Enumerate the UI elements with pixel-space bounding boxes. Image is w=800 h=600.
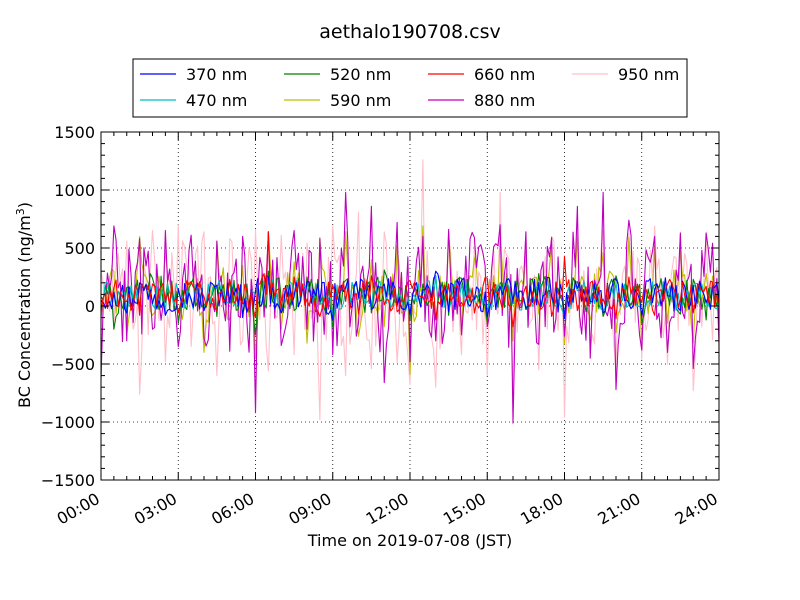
y-axis-label: BC Concentration (ng/m3): [14, 202, 34, 408]
y-axis-label-sup: 3: [14, 208, 27, 215]
y-tick-label: 500: [64, 239, 95, 258]
y-tick-label: −1000: [41, 413, 95, 432]
legend-label: 590 nm: [330, 91, 391, 110]
chart-title: aethalo190708.csv: [319, 21, 501, 43]
y-tick-label: 1500: [54, 123, 95, 142]
series-line-880-nm: [101, 191, 719, 424]
legend-label: 880 nm: [474, 91, 535, 110]
legend: 370 nm 470 nm 520 nm 590 nm 660 nm 880 nm 950 …: [132, 58, 688, 118]
y-axis-label-close: ): [15, 202, 34, 208]
series-lines: [101, 159, 719, 424]
y-tick-label: 0: [85, 297, 95, 316]
legend-label: 950 nm: [618, 65, 679, 84]
legend-box: [132, 58, 688, 118]
y-tick-label: −500: [51, 355, 95, 374]
series-line-660-nm: [101, 231, 719, 328]
y-axis-label-main: BC Concentration (ng/m: [15, 215, 34, 408]
legend-label: 370 nm: [186, 65, 247, 84]
legend-label: 660 nm: [474, 65, 535, 84]
legend-label: 520 nm: [330, 65, 391, 84]
series-line-370-nm: [101, 270, 719, 321]
legend-label: 470 nm: [186, 91, 247, 110]
y-tick-label: 1000: [54, 181, 95, 200]
x-axis-label: Time on 2019-07-08 (JST): [307, 531, 512, 550]
y-tick-label: −1500: [41, 471, 95, 490]
series-line-590-nm: [101, 225, 719, 375]
